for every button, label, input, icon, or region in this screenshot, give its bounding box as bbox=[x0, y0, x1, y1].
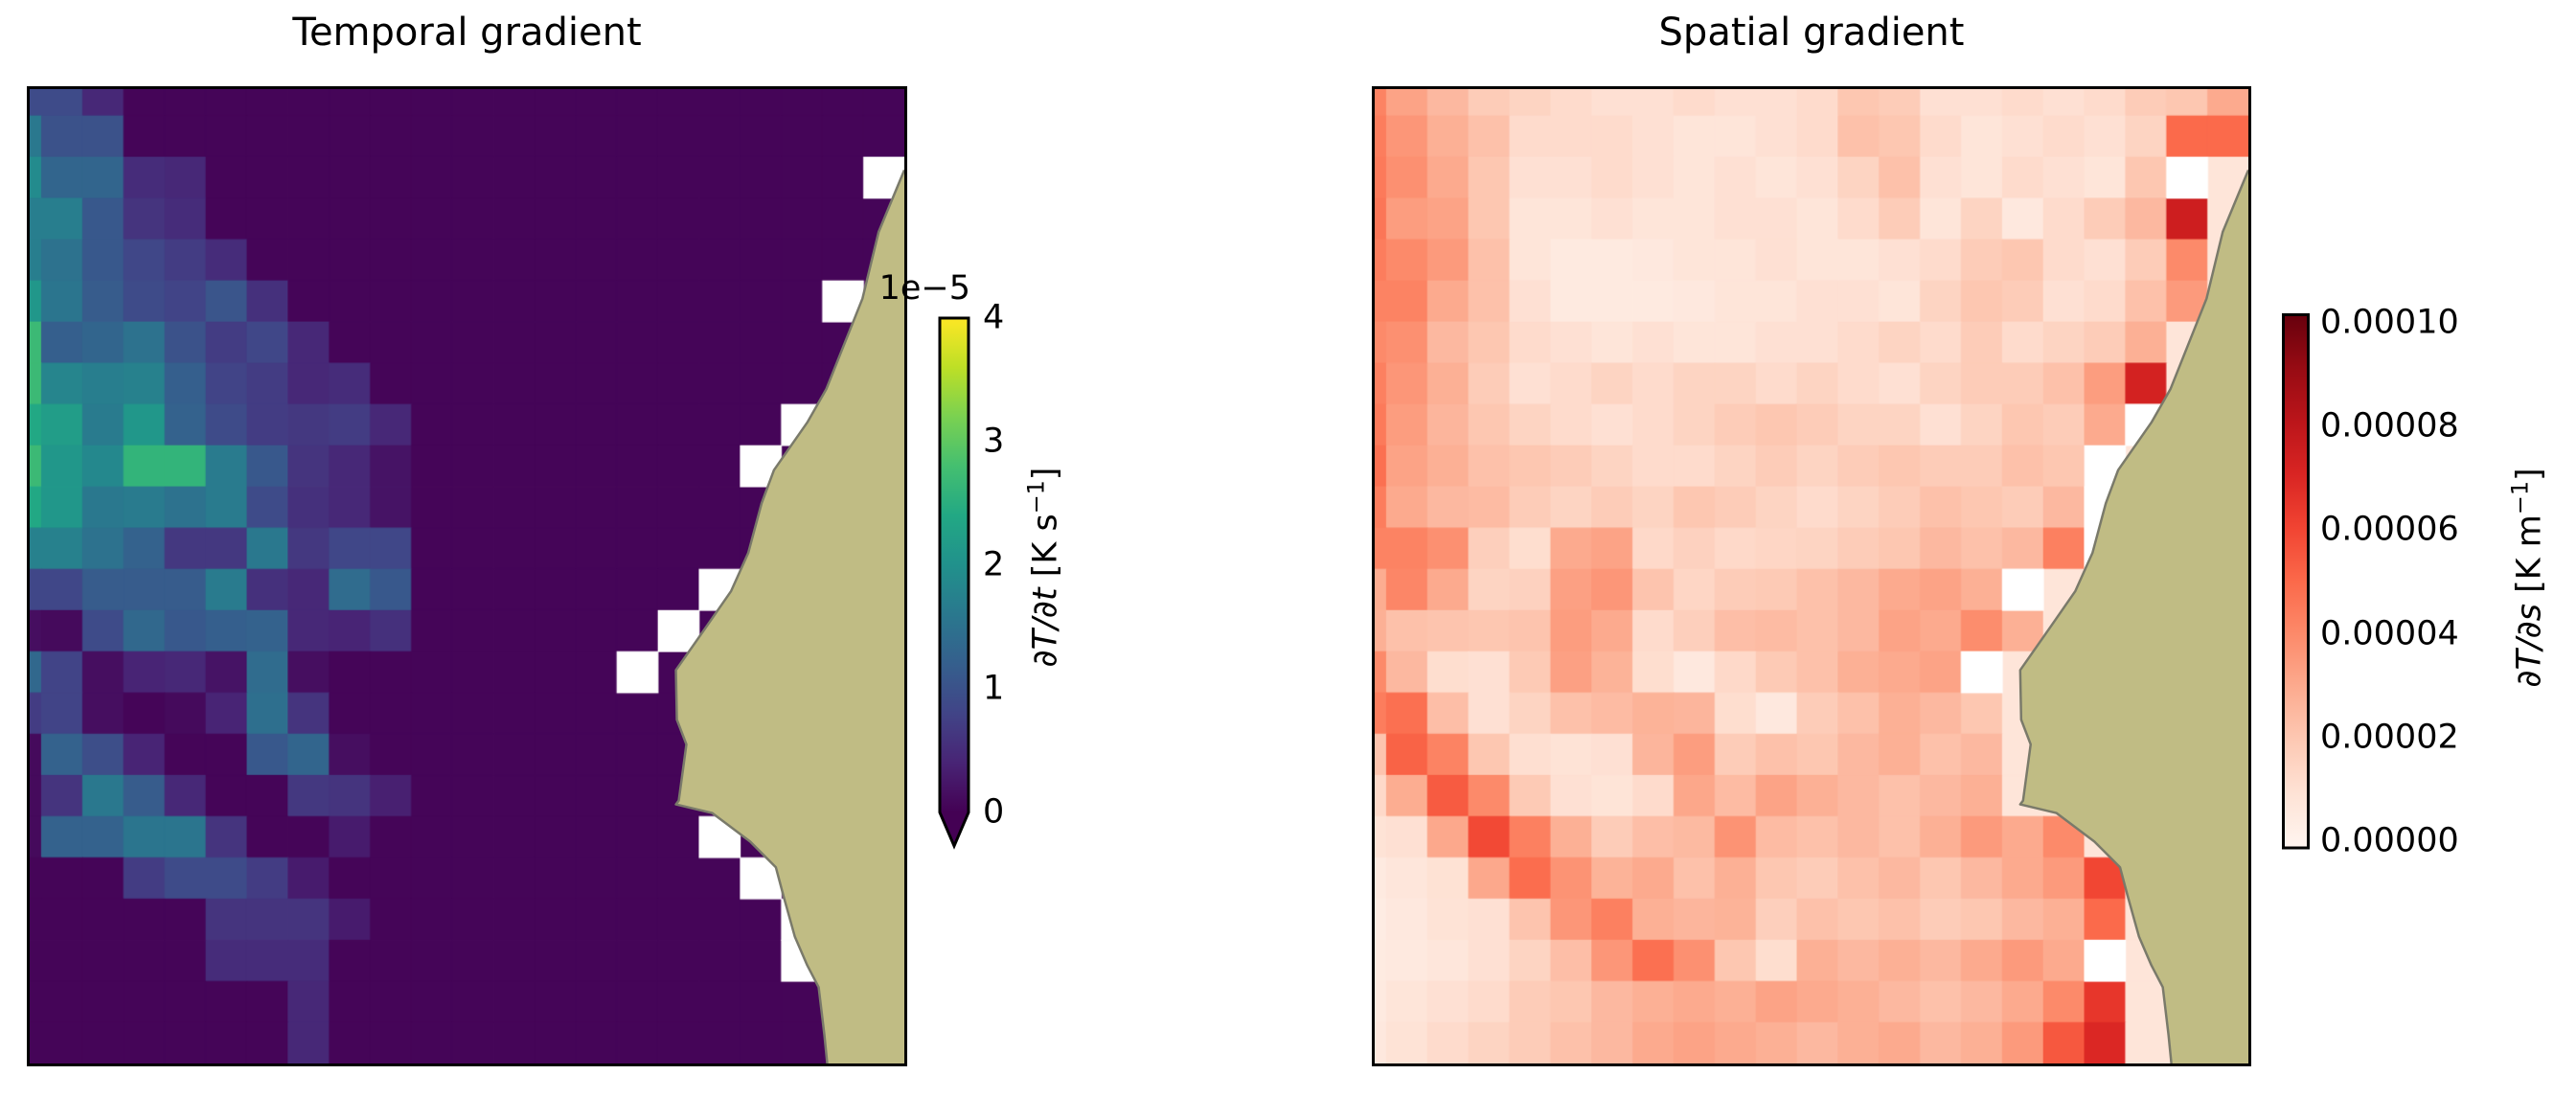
temporal-colorbar-bar bbox=[938, 316, 970, 850]
temporal-colorbar-offset-text: 1e−5 bbox=[878, 269, 970, 308]
temporal-colorbar-label-sup: −1 bbox=[1022, 480, 1050, 514]
spatial-colorbar-tick-label: 0.00000 bbox=[2320, 821, 2459, 860]
temporal-colorbar-label-unit: [K s bbox=[1026, 514, 1065, 588]
temporal-colorbar-label-math: ∂T/∂t bbox=[1026, 587, 1065, 668]
spatial-colorbar-tick-label: 0.00006 bbox=[2320, 510, 2459, 549]
coastline bbox=[674, 170, 904, 1063]
coastline bbox=[2018, 170, 2248, 1063]
spatial-colorbar-label: ∂T/∂s [K m−1] bbox=[2506, 468, 2549, 688]
temporal-panel-title: Temporal gradient bbox=[292, 11, 642, 55]
spatial-panel-title: Spatial gradient bbox=[1658, 11, 1965, 55]
spatial-colorbar-bar bbox=[2282, 313, 2310, 850]
spatial-colorbar-tick-label: 0.00004 bbox=[2320, 614, 2459, 653]
spatial-map-axes bbox=[1372, 86, 2251, 1066]
temporal-colorbar-label: ∂T/∂t [K s−1] bbox=[1022, 467, 1065, 668]
temporal-colorbar-tick-label: 2 bbox=[983, 545, 1005, 584]
spatial-land-overlay bbox=[2018, 170, 2248, 1063]
spatial-colorbar-tick-label: 0.00010 bbox=[2320, 303, 2459, 342]
spatial-colorbar bbox=[2282, 313, 2310, 850]
temporal-colorbar-tick-label: 0 bbox=[983, 792, 1005, 832]
spatial-colorbar-tick-label: 0.00002 bbox=[2320, 718, 2459, 757]
land-mass bbox=[675, 170, 904, 1063]
temporal-map-axes bbox=[27, 86, 907, 1066]
spatial-colorbar-label-sup: −1 bbox=[2506, 481, 2534, 515]
spatial-colorbar-tick-label: 0.00008 bbox=[2320, 406, 2459, 446]
temporal-colorbar-tick-label: 1 bbox=[983, 669, 1005, 708]
spatial-colorbar-label-unit: [K m bbox=[2510, 514, 2549, 605]
land-mass bbox=[2019, 170, 2248, 1063]
temporal-colorbar-tick-label: 4 bbox=[983, 298, 1005, 337]
spatial-colorbar-label-unit-end: ] bbox=[2510, 468, 2549, 481]
temporal-colorbar bbox=[938, 316, 970, 850]
temporal-colorbar-label-unit-end: ] bbox=[1026, 467, 1065, 481]
temporal-land-overlay bbox=[674, 170, 904, 1063]
spatial-colorbar-label-math: ∂T/∂s bbox=[2510, 604, 2549, 688]
temporal-colorbar-tick-label: 3 bbox=[983, 422, 1005, 461]
